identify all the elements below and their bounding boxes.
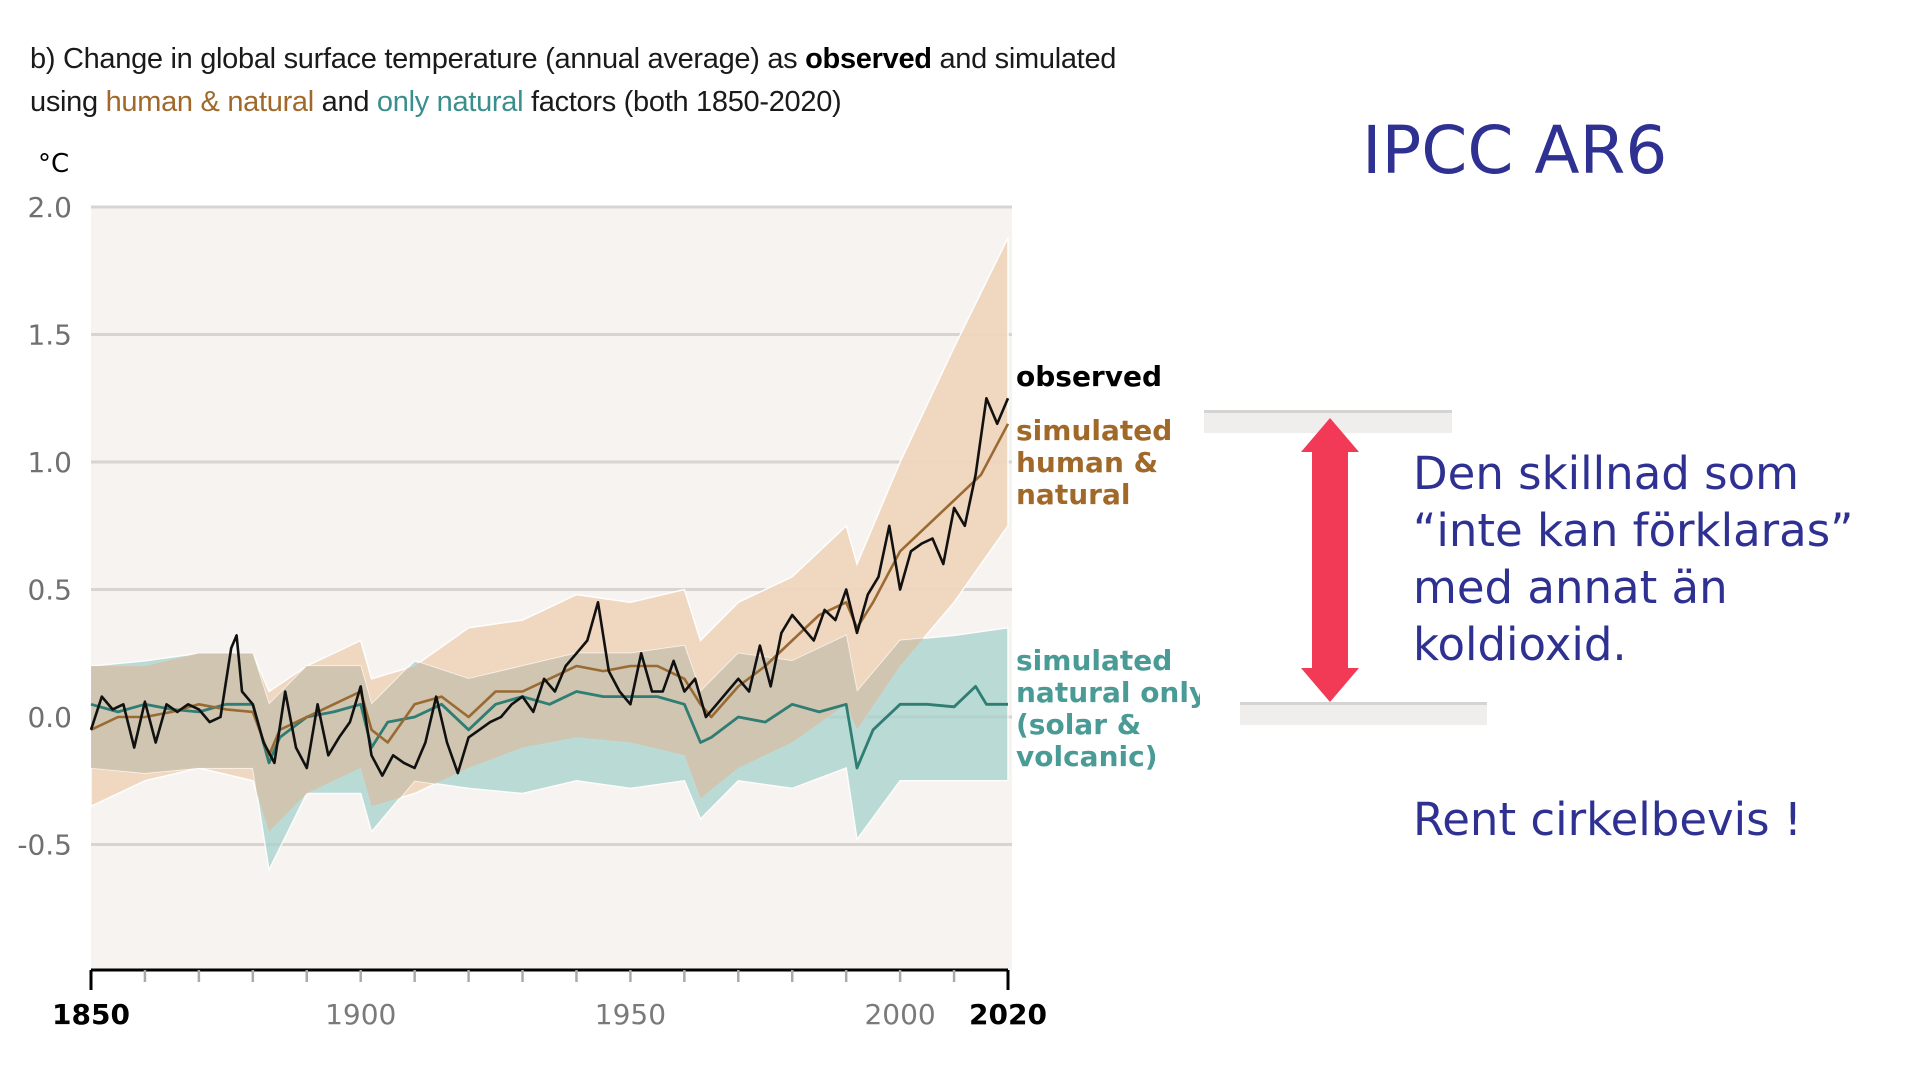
title-part-intro: b) Change in global surface temperature … <box>30 43 806 75</box>
gridlines <box>91 205 1012 846</box>
axes: 2.0 1.5 1.0 0.5 0.0 -0.5 1850 1900 1950 2000 2020 <box>17 191 1047 1031</box>
title-part-human-natural: human & natural <box>105 86 315 118</box>
y-axis-unit-label: °C <box>38 149 69 179</box>
annotation-line: Den skillnad som <box>1413 447 1799 500</box>
series-label-line: simulated <box>1016 414 1172 447</box>
series-line-observed <box>89 396 1010 777</box>
uncertainty-bands <box>90 237 1009 873</box>
x-tick-label: 2020 <box>969 998 1047 1031</box>
annotation-text: Den skillnad som “inte kan förklaras” me… <box>1413 445 1854 673</box>
y-tick-label: 1.0 <box>27 446 72 479</box>
lower-reference-bar <box>1240 702 1487 725</box>
y-tick-label: 0.0 <box>27 701 72 734</box>
series-label-line: human & <box>1016 446 1158 479</box>
chart-title: b) Change in global surface temperature … <box>30 38 1180 124</box>
series-lines <box>89 396 1010 777</box>
series-label-line: (solar & <box>1016 708 1141 741</box>
x-tick-label: 2000 <box>864 998 935 1031</box>
x-tick-label: 1900 <box>325 998 396 1031</box>
title-part-observed: observed <box>805 43 932 75</box>
y-tick-label: 1.5 <box>27 319 72 352</box>
y-tick-label: -0.5 <box>17 829 72 862</box>
series-label-line: natural only <box>1016 676 1200 709</box>
annotation-line: koldioxid. <box>1413 618 1627 671</box>
series-label-line: simulated <box>1016 644 1172 677</box>
x-tick-label: 1850 <box>52 998 130 1031</box>
series-label-line: natural <box>1016 478 1130 511</box>
title-part-and: and <box>313 86 377 118</box>
slide-title: IPCC AR6 <box>1362 112 1668 189</box>
annotation-line: med annat än <box>1413 561 1728 614</box>
annotation-line: “inte kan förklaras” <box>1413 504 1854 557</box>
y-tick-label: 0.5 <box>27 574 72 607</box>
title-part-end: factors (both 1850-2020) <box>523 86 842 118</box>
conclusion-text: Rent cirkelbevis ! <box>1413 793 1802 846</box>
series-label-line: volcanic) <box>1016 740 1158 773</box>
title-part-mid: and simulated using <box>30 43 1117 118</box>
double-arrow-icon <box>1301 418 1359 702</box>
y-tick-label: 2.0 <box>27 191 72 224</box>
title-part-natural-only: only natural <box>376 86 524 118</box>
x-tick-label: 1950 <box>595 998 666 1031</box>
series-label-line: observed <box>1016 360 1162 393</box>
